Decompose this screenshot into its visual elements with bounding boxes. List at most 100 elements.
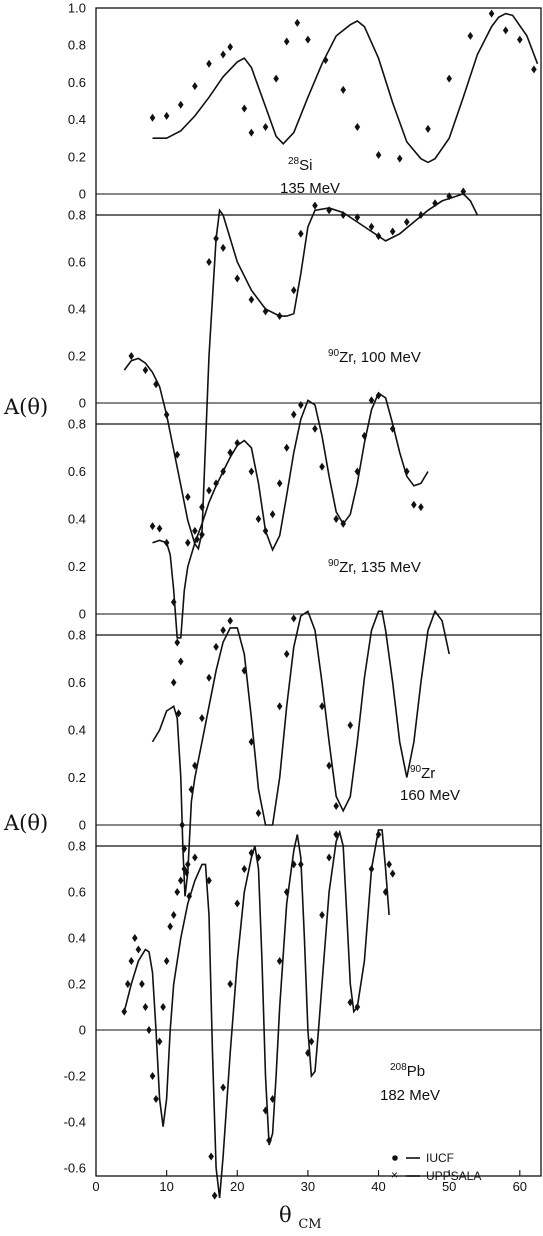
data-point <box>132 934 138 942</box>
data-point <box>139 980 145 988</box>
data-point <box>354 213 361 222</box>
data-point <box>156 1037 163 1046</box>
data-point <box>375 830 382 839</box>
data-point <box>488 9 495 18</box>
y-tick-label: 0.6 <box>68 675 86 690</box>
data-point <box>298 229 304 238</box>
data-point <box>531 65 537 74</box>
x-tick-label: 30 <box>301 1179 315 1194</box>
data-point <box>276 702 283 711</box>
data-point <box>174 888 181 896</box>
y-tick-label: 0 <box>79 187 86 202</box>
data-point <box>234 274 241 283</box>
data-point <box>354 1003 361 1011</box>
panel-label-energy: 182 MeV <box>380 1087 440 1104</box>
plot-border <box>95 7 542 1177</box>
data-point <box>425 124 431 133</box>
data-point <box>290 860 297 869</box>
data-point <box>149 1072 156 1080</box>
y-tick-label: 0.6 <box>68 885 86 900</box>
panel-label-name: Pb <box>407 1063 425 1080</box>
data-point <box>418 211 424 219</box>
data-point <box>340 519 347 528</box>
x-tick-label: 40 <box>371 1179 385 1194</box>
data-point <box>206 258 212 266</box>
data-point <box>248 467 255 476</box>
legend-iucf-marker <box>392 1155 398 1161</box>
plot-frame <box>95 7 542 1177</box>
panel-label-isotope: 90 <box>328 558 340 569</box>
x-axis-label-main: θ <box>279 1203 292 1227</box>
data-point <box>183 868 190 877</box>
data-point <box>333 830 339 839</box>
data-point <box>211 1191 218 1200</box>
data-point <box>177 876 184 885</box>
y-axis-label-upper: A(θ) <box>3 395 48 419</box>
y-tick-label: 0.8 <box>68 38 86 53</box>
y-tick-label: 0.6 <box>68 255 86 270</box>
data-point <box>262 123 269 132</box>
data-point <box>294 18 301 27</box>
data-point <box>167 922 173 931</box>
y-tick-label: 1.0 <box>68 1 86 16</box>
y-tick-label: 0.2 <box>68 559 86 574</box>
data-point <box>340 211 347 219</box>
data-point <box>312 201 318 210</box>
y-tick-label: 0.6 <box>68 464 86 479</box>
data-point <box>174 638 181 647</box>
data-point <box>255 853 262 862</box>
data-point <box>227 43 234 52</box>
data-point <box>177 657 184 666</box>
panel-label-isotope: 28 <box>288 156 300 167</box>
data-point <box>276 479 283 488</box>
x-tick-label: 0 <box>92 1179 99 1194</box>
data-point <box>266 1136 272 1145</box>
panel-label-isotope: 208 <box>390 1062 407 1073</box>
tick-labels: 0 0.2 0.4 0.6 0.8 1.0 0 0.2 0.4 0.6 0.8 0 0.2 0.4 0.6 0… <box>64 1 527 1195</box>
data-point <box>269 1095 276 1103</box>
data-point <box>185 538 191 547</box>
y-tick-label: 0.2 <box>68 770 86 785</box>
data-point <box>283 37 290 46</box>
data-point <box>319 462 325 471</box>
data-point <box>319 702 325 711</box>
fit-curve <box>151 609 450 897</box>
data-point <box>290 410 297 419</box>
data-point <box>375 232 382 241</box>
data-point <box>262 307 269 316</box>
data-point <box>153 380 159 389</box>
data-point <box>276 957 283 965</box>
y-tick-label: 0.8 <box>68 628 86 643</box>
data-point <box>142 1003 149 1011</box>
data-point <box>179 821 185 829</box>
data-point <box>170 598 177 607</box>
data-point <box>192 526 198 535</box>
panel-label-isotope: 90 <box>328 348 340 359</box>
data-point <box>396 154 403 163</box>
data-point <box>135 945 142 954</box>
y-tick-label: -0.2 <box>64 1069 86 1084</box>
y-tick-label: 0 <box>79 818 86 833</box>
x-tick-label: 20 <box>230 1179 244 1194</box>
panel-label-isotope: 90 <box>410 764 422 775</box>
x-tick-label: 50 <box>442 1179 456 1194</box>
data-point <box>149 522 156 531</box>
legend-iucf-label: IUCF <box>426 1151 454 1165</box>
data-point <box>502 26 509 35</box>
data-point <box>273 74 279 83</box>
data-point <box>446 74 452 83</box>
y-tick-label: 0.4 <box>68 112 86 127</box>
y-tick-label: 0.8 <box>68 417 86 432</box>
legend-uppsala-label: UPPSALA <box>426 1169 481 1183</box>
data-point <box>213 479 219 488</box>
data-point <box>128 957 135 965</box>
y-tick-label: 0.8 <box>68 839 86 854</box>
data-point <box>347 721 354 730</box>
panel-label-energy: 135 MeV <box>280 180 340 197</box>
data-point <box>283 888 290 896</box>
data-point <box>206 673 212 682</box>
fit-curve <box>152 12 539 164</box>
data-point <box>156 524 163 533</box>
data-point <box>389 227 396 236</box>
legend: IUCF × UPPSALA <box>391 1151 481 1183</box>
